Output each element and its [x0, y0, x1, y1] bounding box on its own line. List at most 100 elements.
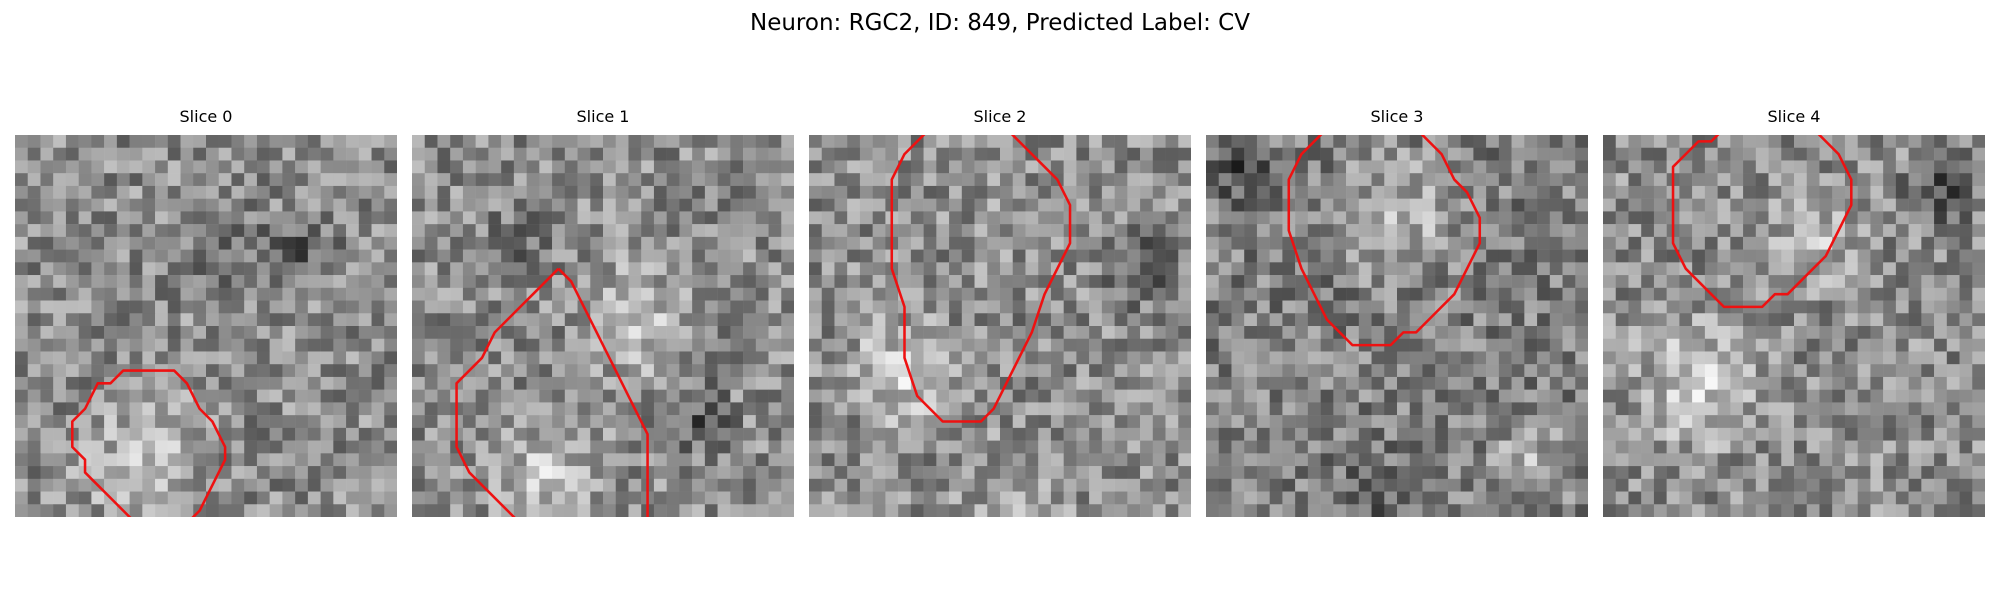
pixel — [1857, 478, 1871, 492]
pixel — [1076, 326, 1090, 339]
pixel — [193, 287, 207, 301]
pixel — [1768, 160, 1782, 174]
pixel — [206, 147, 219, 161]
pixel — [1127, 402, 1141, 416]
pixel — [755, 453, 769, 467]
pixel — [1717, 173, 1731, 187]
pixel — [1346, 300, 1360, 314]
pixel — [1781, 453, 1795, 467]
pixel — [1371, 440, 1385, 454]
pixel — [1218, 185, 1232, 199]
pixel — [129, 466, 143, 480]
pixel — [1628, 376, 1642, 390]
pixel — [65, 147, 79, 161]
pixel — [180, 389, 194, 403]
pixel — [1908, 300, 1922, 314]
pixel — [809, 300, 822, 314]
pixel — [859, 478, 873, 492]
pixel — [1114, 364, 1128, 378]
pixel — [1012, 224, 1026, 238]
pixel — [231, 389, 245, 403]
pixel — [1653, 224, 1667, 238]
pixel — [1256, 466, 1270, 480]
pixel — [1371, 185, 1385, 199]
pixel — [40, 300, 54, 314]
pixel — [244, 160, 258, 174]
pixel — [564, 491, 578, 505]
pixel — [1127, 453, 1141, 467]
pixel — [1562, 351, 1576, 365]
pixel — [104, 135, 118, 148]
pixel — [1346, 427, 1360, 441]
pixel — [1743, 440, 1757, 454]
pixel — [809, 275, 822, 289]
pixel — [15, 198, 28, 212]
pixel — [1320, 364, 1334, 378]
pixel — [1628, 198, 1642, 212]
pixel — [116, 275, 130, 289]
pixel — [552, 211, 566, 225]
pixel — [1447, 224, 1461, 238]
pixel — [1921, 491, 1935, 505]
pixel — [1628, 491, 1642, 505]
pixel — [936, 504, 950, 517]
pixel — [475, 376, 489, 390]
pixel — [1089, 287, 1103, 301]
pixel — [768, 275, 782, 289]
pixel — [1101, 287, 1115, 301]
pixel — [1498, 389, 1512, 403]
pixel — [1165, 338, 1179, 352]
pixel — [1959, 300, 1973, 314]
pixel — [1819, 313, 1833, 327]
pixel — [1358, 491, 1372, 505]
pixel — [615, 427, 629, 441]
pixel — [513, 351, 527, 365]
pixel — [1511, 478, 1525, 492]
pixel — [936, 491, 950, 505]
pixel — [231, 491, 245, 505]
pixel — [1794, 491, 1807, 505]
pixel — [40, 478, 54, 492]
pixel — [412, 440, 425, 454]
pixel — [1768, 491, 1782, 505]
pixel — [475, 427, 489, 441]
pixel — [1972, 389, 1985, 403]
pixel — [193, 427, 207, 441]
pixel — [501, 427, 515, 441]
pixel — [1206, 376, 1219, 390]
pixel — [424, 491, 438, 505]
pixel — [1231, 185, 1245, 199]
pixel — [577, 135, 591, 148]
pixel — [256, 198, 270, 212]
pixel — [628, 275, 642, 289]
pixel — [1844, 491, 1858, 505]
pixel — [1498, 211, 1512, 225]
pixel — [1397, 147, 1410, 161]
pixel — [577, 351, 591, 365]
pixel — [1692, 313, 1706, 327]
pixel — [859, 427, 873, 441]
pixel — [1537, 224, 1551, 238]
pixel — [1883, 326, 1897, 339]
pixel — [730, 300, 744, 314]
pixel — [1333, 440, 1347, 454]
pixel — [564, 249, 578, 263]
pixel — [1165, 275, 1179, 289]
pixel — [1562, 427, 1576, 441]
pixel — [1269, 364, 1283, 378]
pixel — [1178, 389, 1191, 403]
pixel — [1806, 466, 1820, 480]
pixel — [1397, 440, 1410, 454]
pixel — [961, 160, 975, 174]
pixel — [371, 440, 385, 454]
pixel — [1883, 198, 1897, 212]
pixel — [1832, 262, 1846, 276]
pixel — [1498, 453, 1512, 467]
pixel — [1615, 211, 1629, 225]
pixel — [231, 415, 245, 429]
pixel — [218, 326, 232, 339]
pixel — [1806, 376, 1820, 390]
pixel — [1295, 440, 1309, 454]
pixel — [450, 236, 464, 250]
pixel — [1063, 415, 1077, 429]
